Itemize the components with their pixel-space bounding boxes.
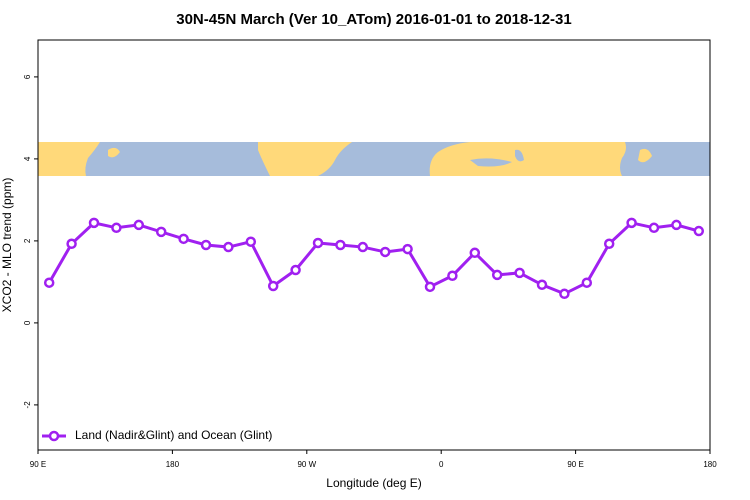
data-point (603, 238, 615, 250)
x-tick-label: 90 E (567, 460, 583, 469)
chart-title: 30N-45N March (Ver 10_ATom) 2016-01-01 t… (176, 11, 571, 28)
data-point (424, 281, 436, 293)
data-point (671, 219, 682, 231)
data-point (290, 264, 301, 276)
plot-frame (37, 39, 711, 451)
x-tick-label: 180 (703, 460, 717, 469)
data-point (133, 219, 145, 231)
data-point (648, 222, 660, 234)
x-tick-label: 180 (166, 460, 180, 469)
data-point (267, 280, 279, 292)
data-point (447, 270, 458, 281)
data-point (693, 225, 705, 237)
legend-marker (48, 430, 60, 442)
data-point (514, 267, 525, 279)
data-point (335, 239, 346, 251)
x-tick-label: 0 (439, 460, 444, 469)
x-axis-label: Longitude (deg E) (326, 476, 421, 490)
data-point (43, 277, 55, 288)
y-tick-label: 2 (23, 238, 32, 243)
data-point (491, 269, 503, 281)
data-point (402, 243, 413, 255)
x-tick-label: 90 E (30, 460, 46, 469)
map-strip (38, 142, 710, 176)
data-point (559, 288, 570, 300)
data-point (200, 239, 212, 251)
data-point (111, 222, 122, 234)
series-line (47, 221, 700, 296)
data-point (155, 226, 167, 238)
data-point (469, 247, 481, 259)
data-point (536, 279, 548, 291)
data-point (223, 241, 234, 253)
data-point (245, 236, 257, 247)
data-point (379, 246, 391, 258)
y-tick-label: 6 (23, 74, 32, 79)
y-axis-label: XCO2 - MLO trend (ppm) (0, 178, 14, 313)
legend-label: Land (Nadir&Glint) and Ocean (Glint) (75, 428, 272, 442)
data-point (66, 238, 77, 250)
y-tick-label: -2 (23, 401, 32, 409)
data-point (312, 237, 324, 249)
data-point (357, 241, 369, 253)
y-tick-label: 0 (23, 320, 32, 325)
data-point (581, 277, 593, 288)
data-point (178, 233, 189, 245)
data-point (88, 217, 100, 229)
x-tick-label: 90 W (297, 460, 316, 469)
data-point (626, 217, 637, 229)
y-tick-label: 4 (23, 156, 32, 161)
